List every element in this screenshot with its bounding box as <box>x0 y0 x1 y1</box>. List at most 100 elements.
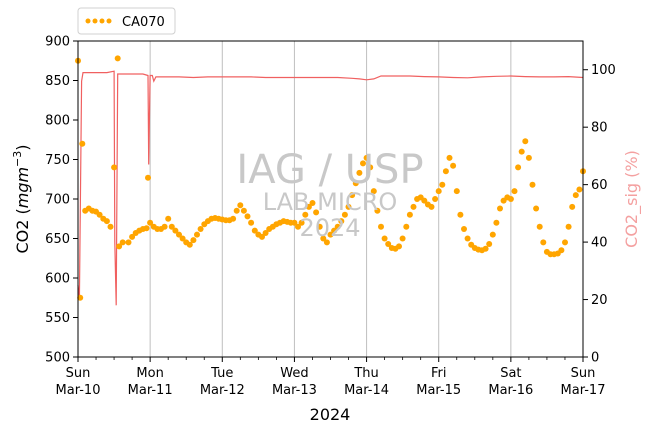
co2-point <box>295 223 301 230</box>
co2-point <box>302 211 309 218</box>
x-tick-label-date: Mar-14 <box>344 383 389 398</box>
co2-point <box>453 188 460 195</box>
x-tick-label-date: Mar-12 <box>200 383 245 398</box>
x-tick-label-weekday: Thu <box>353 366 378 381</box>
co2-point <box>349 192 356 199</box>
x-tick-label-weekday: Sun <box>571 366 596 381</box>
co2-point <box>446 154 453 161</box>
co2-point <box>79 140 86 147</box>
co2-point <box>461 226 467 232</box>
co2-point <box>360 160 366 167</box>
co2-point <box>190 237 197 244</box>
co2-point <box>403 223 410 230</box>
co2-point <box>363 154 370 161</box>
co2-point <box>197 226 204 232</box>
co2-point <box>103 218 110 225</box>
y2-tick-label: 40 <box>591 236 608 251</box>
co2-sig-line <box>77 70 584 306</box>
co2-point <box>442 168 449 175</box>
co2-point <box>399 235 406 242</box>
legend-marker <box>85 18 112 24</box>
co2-point <box>186 241 193 248</box>
co2-point <box>248 219 255 226</box>
co2-point <box>432 196 439 202</box>
y-tick-label: 750 <box>45 153 70 168</box>
co2-point <box>327 231 334 238</box>
co2-point <box>194 231 200 238</box>
legend-label: CA070 <box>122 15 165 30</box>
y-tick-label: 800 <box>45 114 70 129</box>
y-tick-label: 600 <box>45 272 70 287</box>
co2-point <box>540 239 547 246</box>
co2-point <box>77 294 84 301</box>
legend-box <box>77 7 176 35</box>
co2-point <box>522 138 529 145</box>
x-tick-label-weekday: Sun <box>66 366 91 381</box>
co2-point <box>111 164 118 171</box>
y-tick-label: 500 <box>45 351 70 366</box>
co2-point <box>125 239 132 246</box>
y-tick-label: 850 <box>45 74 70 89</box>
co2-point <box>396 243 402 250</box>
x-tick-label-weekday: Tue <box>210 366 233 381</box>
co2-point <box>558 247 565 254</box>
co2-point <box>251 227 258 234</box>
co2-point <box>378 223 384 230</box>
y-axis-title: CO2 (mgm−3) <box>11 144 32 253</box>
x-tick-label-date: Mar-16 <box>488 383 533 398</box>
legend: CA070 <box>77 7 176 35</box>
y-axis-left: 500 550 600 650 700 750 800 850 900 <box>45 35 78 366</box>
co2-point <box>565 223 572 230</box>
co2-point <box>421 197 428 204</box>
co2-point <box>464 235 471 242</box>
y2-axis-title: CO2_sig (%) <box>622 150 642 248</box>
co2-point <box>576 186 583 193</box>
co2-point <box>161 223 168 230</box>
co2-point <box>116 243 123 250</box>
co2-point <box>323 239 330 246</box>
x-tick-label-weekday: Sat <box>500 366 521 381</box>
co2-point <box>176 231 182 238</box>
co2-point <box>367 164 374 171</box>
co2-point <box>428 203 435 210</box>
co2-point <box>370 188 377 195</box>
co2-point <box>143 225 150 232</box>
co2-point <box>114 55 121 62</box>
x-axis: Sun Mar-10 Mon Mar-11 Tue Mar-12 Wed Mar-13 Thu M… <box>56 357 605 398</box>
co2-point <box>316 223 323 230</box>
co2-point <box>435 188 442 195</box>
co2-point <box>515 164 522 171</box>
co2-sig-series <box>77 70 584 306</box>
watermark: IAG / USP LAB MICRO 2024 <box>236 147 423 242</box>
co2-point <box>352 180 359 187</box>
co2-point <box>107 223 114 230</box>
co2-point <box>569 203 576 210</box>
co2-point <box>338 218 345 225</box>
co2-point <box>309 200 316 206</box>
watermark-line1: IAG / USP <box>236 147 423 193</box>
y2-tick-label: 100 <box>591 63 616 78</box>
co2-point <box>119 239 126 246</box>
co2-point <box>493 219 500 226</box>
y-tick-label: 650 <box>45 232 70 247</box>
co2-point <box>345 203 352 210</box>
watermark-line3: 2024 <box>299 214 360 242</box>
co2-point <box>240 207 247 214</box>
co2-point <box>439 181 446 188</box>
x-tick-label-date: Mar-15 <box>416 383 461 398</box>
co2-point <box>334 223 341 230</box>
co2-point <box>457 211 464 218</box>
co2-point <box>381 235 388 242</box>
x-axis-title: 2024 <box>310 405 351 424</box>
co2-point <box>518 148 525 155</box>
y-tick-label: 900 <box>45 35 70 50</box>
co2-point <box>145 174 151 181</box>
y2-tick-label: 20 <box>591 293 608 308</box>
co2-point <box>230 215 237 222</box>
y2-tick-label: 80 <box>591 121 608 136</box>
co2-point <box>341 211 348 218</box>
y-tick-label: 550 <box>45 311 70 326</box>
co2-point <box>385 241 392 247</box>
y2-tick-label: 60 <box>591 178 608 193</box>
co2-point <box>168 223 175 230</box>
